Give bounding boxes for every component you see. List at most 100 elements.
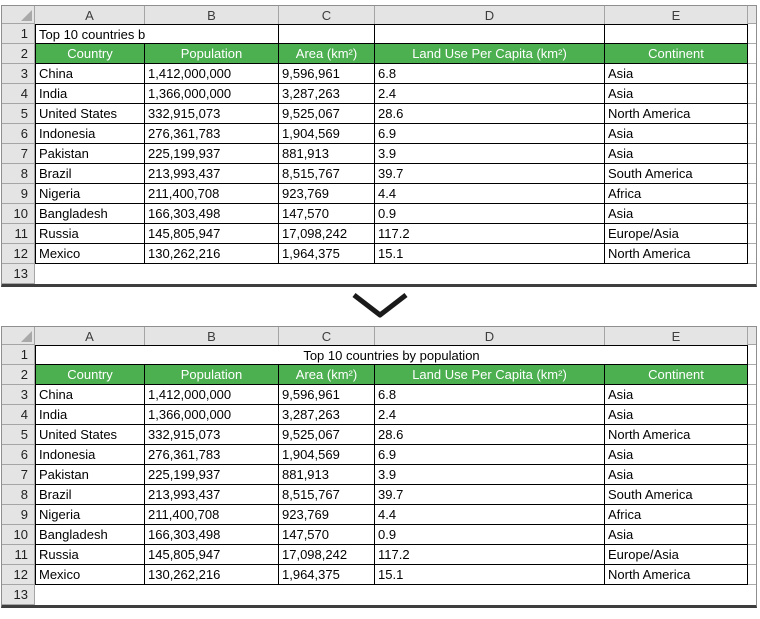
cell-country[interactable]: India: [35, 405, 145, 425]
cell-area[interactable]: 9,525,067: [279, 104, 375, 124]
cell-continent[interactable]: Africa: [605, 184, 748, 204]
cell-country[interactable]: India: [35, 84, 145, 104]
cell-land-use[interactable]: 117.2: [375, 545, 605, 565]
empty-cell[interactable]: [605, 24, 748, 44]
cell-country[interactable]: Indonesia: [35, 124, 145, 144]
cell-land-use[interactable]: 6.9: [375, 445, 605, 465]
cell-area[interactable]: 1,964,375: [279, 244, 375, 264]
row-header[interactable]: 8: [2, 164, 35, 184]
cell-land-use[interactable]: 6.8: [375, 64, 605, 84]
cell-country[interactable]: Pakistan: [35, 465, 145, 485]
cell-country[interactable]: Bangladesh: [35, 525, 145, 545]
row-header[interactable]: 9: [2, 184, 35, 204]
cell-continent[interactable]: North America: [605, 104, 748, 124]
row-header[interactable]: 6: [2, 445, 35, 465]
column-header[interactable]: A: [35, 327, 145, 345]
cell-area[interactable]: 8,515,767: [279, 485, 375, 505]
empty-cell[interactable]: [35, 585, 748, 605]
table-column-header[interactable]: Area (km²): [279, 365, 375, 385]
cell-land-use[interactable]: 39.7: [375, 164, 605, 184]
cell-population[interactable]: 213,993,437: [145, 485, 279, 505]
row-header[interactable]: 9: [2, 505, 35, 525]
cell-continent[interactable]: Asia: [605, 204, 748, 224]
table-column-header[interactable]: Country: [35, 365, 145, 385]
row-header[interactable]: 7: [2, 144, 35, 164]
column-header[interactable]: D: [375, 327, 605, 345]
cell-population[interactable]: 130,262,216: [145, 565, 279, 585]
cell-land-use[interactable]: 28.6: [375, 425, 605, 445]
table-column-header[interactable]: Country: [35, 44, 145, 64]
cell-country[interactable]: United States: [35, 425, 145, 445]
cell-population[interactable]: 1,412,000,000: [145, 385, 279, 405]
cell-area[interactable]: 923,769: [279, 184, 375, 204]
table-column-header[interactable]: Continent: [605, 365, 748, 385]
cell-area[interactable]: 881,913: [279, 465, 375, 485]
row-header[interactable]: 7: [2, 465, 35, 485]
empty-cell[interactable]: [375, 24, 605, 44]
cell-continent[interactable]: Asia: [605, 64, 748, 84]
cell-area[interactable]: 147,570: [279, 204, 375, 224]
cell-population[interactable]: 1,366,000,000: [145, 84, 279, 104]
cell-population[interactable]: 211,400,708: [145, 184, 279, 204]
table-column-header[interactable]: Continent: [605, 44, 748, 64]
select-all-corner[interactable]: [2, 6, 35, 24]
table-column-header[interactable]: Population: [145, 44, 279, 64]
cell-country[interactable]: Russia: [35, 224, 145, 244]
row-header[interactable]: 4: [2, 84, 35, 104]
cell-population[interactable]: 211,400,708: [145, 505, 279, 525]
table-column-header[interactable]: Population: [145, 365, 279, 385]
cell-area[interactable]: 923,769: [279, 505, 375, 525]
cell-land-use[interactable]: 39.7: [375, 485, 605, 505]
cell-continent[interactable]: Asia: [605, 445, 748, 465]
row-header[interactable]: 3: [2, 385, 35, 405]
column-header[interactable]: B: [145, 6, 279, 24]
cell-area[interactable]: 3,287,263: [279, 405, 375, 425]
cell-area[interactable]: 8,515,767: [279, 164, 375, 184]
sheet-title-cell-merged[interactable]: Top 10 countries by population: [35, 345, 748, 365]
cell-land-use[interactable]: 3.9: [375, 465, 605, 485]
cell-population[interactable]: 130,262,216: [145, 244, 279, 264]
cell-area[interactable]: 1,904,569: [279, 124, 375, 144]
row-header[interactable]: 10: [2, 204, 35, 224]
table-column-header[interactable]: Land Use Per Capita (km²): [375, 365, 605, 385]
column-header[interactable]: B: [145, 327, 279, 345]
empty-cell[interactable]: [35, 264, 748, 284]
cell-area[interactable]: 1,964,375: [279, 565, 375, 585]
cell-country[interactable]: China: [35, 64, 145, 84]
row-header[interactable]: 11: [2, 545, 35, 565]
cell-land-use[interactable]: 3.9: [375, 144, 605, 164]
cell-country[interactable]: Brazil: [35, 164, 145, 184]
cell-continent[interactable]: Asia: [605, 465, 748, 485]
cell-continent[interactable]: North America: [605, 425, 748, 445]
row-header[interactable]: 11: [2, 224, 35, 244]
row-header-13[interactable]: 13: [2, 585, 35, 605]
cell-land-use[interactable]: 15.1: [375, 565, 605, 585]
cell-continent[interactable]: Europe/Asia: [605, 545, 748, 565]
row-header[interactable]: 12: [2, 565, 35, 585]
column-header[interactable]: E: [605, 6, 748, 24]
cell-country[interactable]: Bangladesh: [35, 204, 145, 224]
row-header[interactable]: 5: [2, 104, 35, 124]
cell-population[interactable]: 166,303,498: [145, 525, 279, 545]
cell-population[interactable]: 332,915,073: [145, 104, 279, 124]
row-header-13[interactable]: 13: [2, 264, 35, 284]
cell-country[interactable]: Mexico: [35, 565, 145, 585]
row-header[interactable]: 12: [2, 244, 35, 264]
cell-country[interactable]: United States: [35, 104, 145, 124]
cell-land-use[interactable]: 2.4: [375, 84, 605, 104]
cell-area[interactable]: 17,098,242: [279, 224, 375, 244]
cell-land-use[interactable]: 6.8: [375, 385, 605, 405]
cell-continent[interactable]: Europe/Asia: [605, 224, 748, 244]
row-header-1[interactable]: 1: [2, 345, 35, 365]
table-column-header[interactable]: Area (km²): [279, 44, 375, 64]
row-header-2[interactable]: 2: [2, 44, 35, 64]
cell-population[interactable]: 166,303,498: [145, 204, 279, 224]
column-header[interactable]: E: [605, 327, 748, 345]
cell-area[interactable]: 9,596,961: [279, 385, 375, 405]
empty-cell[interactable]: [145, 24, 279, 44]
cell-land-use[interactable]: 2.4: [375, 405, 605, 425]
table-column-header[interactable]: Land Use Per Capita (km²): [375, 44, 605, 64]
column-header[interactable]: A: [35, 6, 145, 24]
column-header[interactable]: D: [375, 6, 605, 24]
cell-area[interactable]: 147,570: [279, 525, 375, 545]
